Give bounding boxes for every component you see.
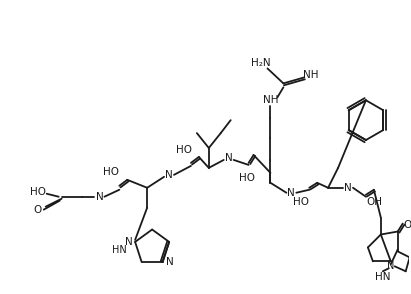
Text: N: N xyxy=(225,153,233,163)
Text: N: N xyxy=(287,188,295,198)
Text: O: O xyxy=(404,220,411,230)
Text: HO: HO xyxy=(103,167,119,177)
Text: HO: HO xyxy=(239,173,254,183)
Text: O: O xyxy=(34,205,42,215)
Text: H₂N: H₂N xyxy=(251,59,270,69)
Text: N: N xyxy=(125,237,133,247)
Text: N: N xyxy=(165,170,173,180)
Text: NH: NH xyxy=(263,95,278,105)
Text: HO: HO xyxy=(293,197,309,207)
Text: N: N xyxy=(166,257,173,267)
Text: HN: HN xyxy=(112,245,127,255)
Text: HN: HN xyxy=(375,272,390,282)
Text: N: N xyxy=(387,261,395,271)
Text: N: N xyxy=(344,183,352,193)
Text: HO: HO xyxy=(176,145,192,155)
Text: N: N xyxy=(96,192,103,202)
Text: NH: NH xyxy=(303,70,319,80)
Text: OH: OH xyxy=(367,197,383,207)
Text: HO: HO xyxy=(30,187,46,197)
